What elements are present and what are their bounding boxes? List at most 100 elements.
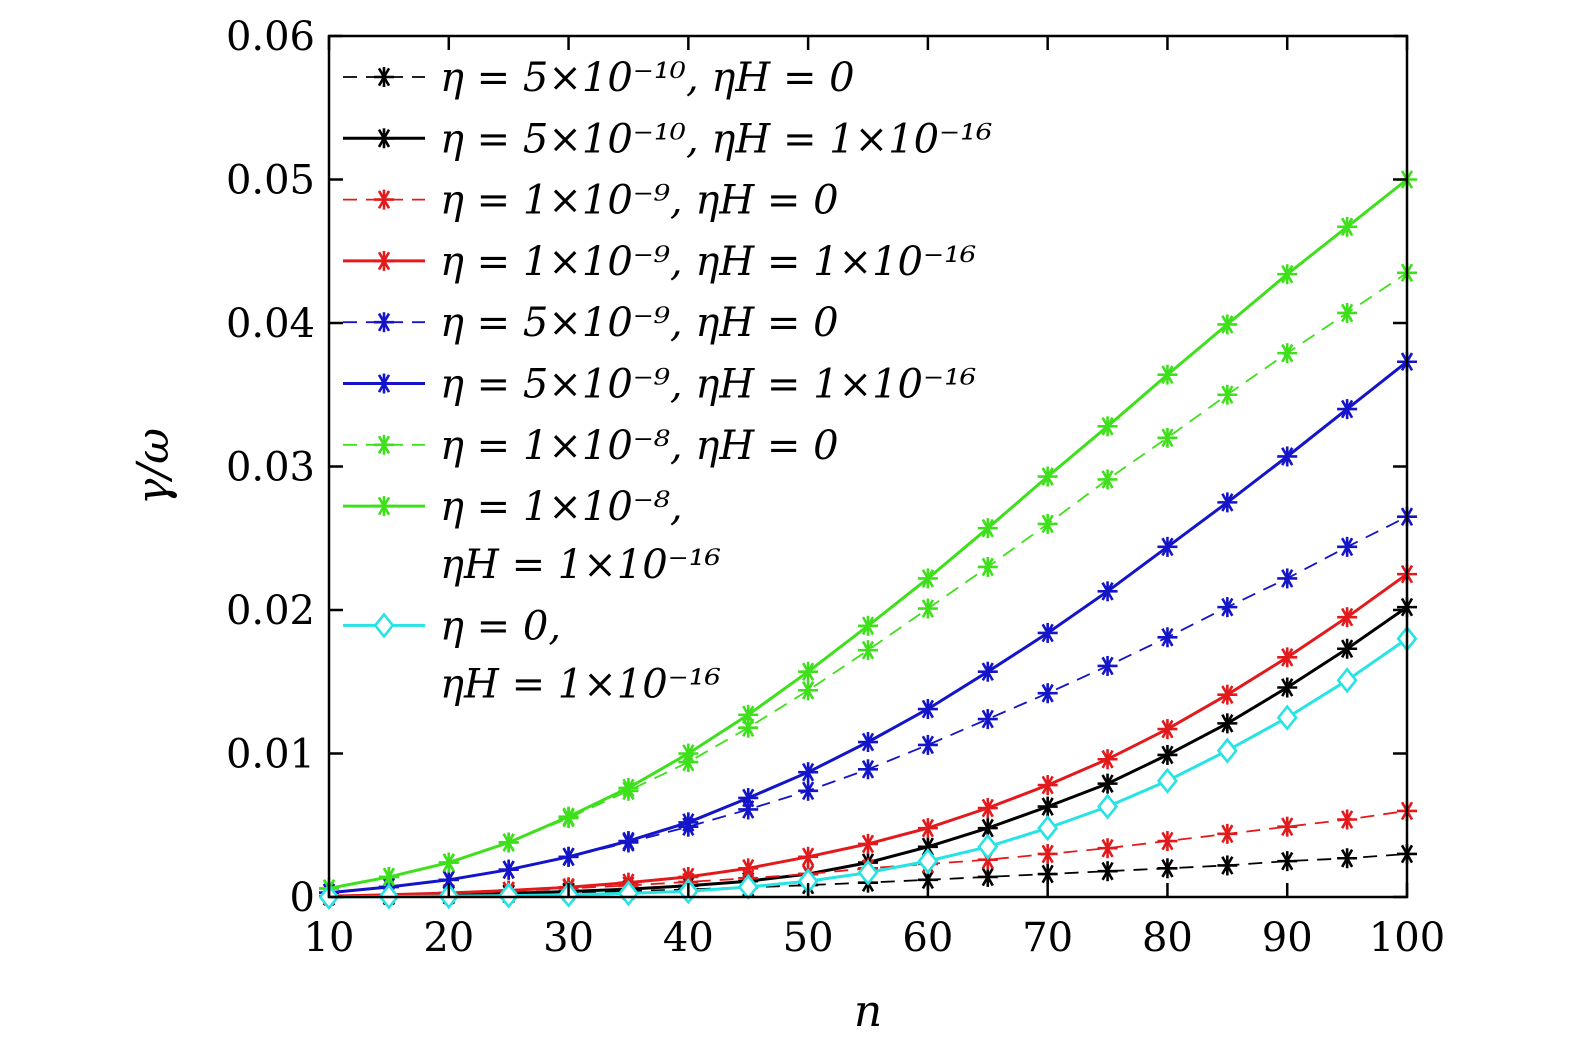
data-point bbox=[1157, 744, 1178, 765]
data-point bbox=[498, 882, 520, 909]
legend-label: η = 5×10⁻⁹, ηH = 1×10⁻¹⁶ bbox=[440, 362, 976, 408]
data-point bbox=[1097, 655, 1118, 676]
data-point bbox=[798, 680, 819, 701]
data-point bbox=[1037, 622, 1058, 643]
data-point bbox=[1037, 796, 1058, 817]
y-axis-label: γ/ω bbox=[128, 428, 179, 505]
y-tick-label: 0.06 bbox=[226, 14, 315, 60]
data-point bbox=[977, 709, 998, 730]
legend-label: η = 1×10⁻⁹, ηH = 1×10⁻¹⁶ bbox=[440, 239, 976, 285]
data-point bbox=[1157, 719, 1178, 740]
data-point bbox=[678, 812, 699, 833]
legend-marker bbox=[374, 67, 394, 87]
data-point bbox=[858, 640, 878, 661]
data-point bbox=[858, 833, 878, 854]
data-point bbox=[1157, 858, 1178, 879]
data-point bbox=[1097, 469, 1118, 490]
data-point bbox=[1337, 638, 1358, 659]
data-point bbox=[498, 832, 519, 853]
data-point bbox=[738, 787, 759, 808]
data-point bbox=[798, 780, 819, 801]
x-tick-label: 10 bbox=[304, 915, 355, 961]
x-tick-label: 70 bbox=[1022, 915, 1073, 961]
data-point bbox=[977, 866, 998, 887]
legend-marker bbox=[373, 612, 395, 639]
data-point bbox=[1277, 568, 1298, 589]
data-point bbox=[1037, 864, 1058, 885]
data-point bbox=[1337, 536, 1358, 557]
data-point bbox=[738, 704, 759, 725]
data-point bbox=[1157, 627, 1178, 648]
data-point bbox=[1277, 264, 1298, 285]
x-tick-label: 20 bbox=[423, 915, 474, 961]
data-point bbox=[1037, 815, 1059, 842]
x-tick-label: 100 bbox=[1369, 915, 1445, 961]
data-point bbox=[618, 777, 639, 798]
data-point bbox=[1276, 704, 1298, 731]
legend-item: η = 5×10⁻⁹, ηH = 1×10⁻¹⁶ bbox=[343, 362, 976, 408]
data-point bbox=[1277, 677, 1298, 698]
y-tick-label: 0.03 bbox=[226, 445, 315, 491]
data-point bbox=[858, 732, 878, 753]
data-point bbox=[738, 858, 759, 879]
data-point bbox=[1097, 773, 1118, 794]
data-point bbox=[1097, 416, 1118, 437]
data-point bbox=[1337, 399, 1358, 420]
series-8 bbox=[319, 169, 1417, 899]
data-point bbox=[1157, 364, 1178, 385]
legend-item: η = 5×10⁻¹⁰, ηH = 1×10⁻¹⁶ bbox=[343, 116, 992, 162]
data-point bbox=[1217, 855, 1238, 876]
data-point bbox=[1277, 647, 1298, 668]
data-point bbox=[1097, 581, 1118, 602]
x-tick-label: 80 bbox=[1142, 915, 1193, 961]
data-point bbox=[1037, 843, 1058, 864]
data-point bbox=[1217, 684, 1238, 705]
legend-label: η = 5×10⁻¹⁰, ηH = 0 bbox=[440, 55, 855, 101]
data-point bbox=[1037, 513, 1058, 534]
data-point bbox=[1097, 838, 1118, 859]
x-tick-label: 30 bbox=[543, 915, 594, 961]
data-point bbox=[917, 848, 939, 875]
x-tick-label: 90 bbox=[1262, 915, 1313, 961]
legend-marker bbox=[374, 189, 394, 210]
data-point bbox=[917, 818, 938, 839]
data-point bbox=[977, 556, 998, 577]
y-tick-label: 0 bbox=[290, 875, 315, 921]
y-tick-label: 0.05 bbox=[226, 158, 315, 204]
legend-marker bbox=[374, 434, 394, 455]
legend: η = 5×10⁻¹⁰, ηH = 0 η = 5×10⁻¹⁰, ηH = 1×1… bbox=[343, 55, 992, 707]
legend-item: η = 1×10⁻⁸, ηH = 1×10⁻¹⁶ bbox=[343, 484, 721, 588]
data-point bbox=[977, 661, 998, 682]
legend-label: η = 0, bbox=[440, 603, 561, 649]
data-point bbox=[1156, 767, 1178, 794]
data-point bbox=[1277, 851, 1298, 872]
data-point bbox=[1097, 793, 1119, 820]
data-point bbox=[858, 615, 878, 636]
data-point bbox=[678, 743, 699, 764]
data-point bbox=[618, 831, 639, 852]
data-point bbox=[438, 869, 459, 890]
legend-marker bbox=[374, 496, 394, 517]
data-point bbox=[558, 846, 579, 867]
data-point bbox=[1217, 492, 1238, 513]
legend-item: η = 1×10⁻⁹, ηH = 1×10⁻¹⁶ bbox=[343, 239, 976, 285]
data-point bbox=[1277, 446, 1298, 467]
legend-label: η = 1×10⁻⁸, bbox=[440, 484, 683, 530]
data-point bbox=[798, 762, 819, 783]
legend-item: η = 1×10⁻⁹, ηH = 0 bbox=[343, 178, 839, 224]
y-tick-label: 0.01 bbox=[226, 732, 315, 778]
x-tick-label: 60 bbox=[902, 915, 953, 961]
data-point bbox=[977, 798, 998, 819]
data-point bbox=[1217, 823, 1238, 844]
axis-ticks: 10 20 30 40 50 60 70 80 90 100 0 0.01 0.02 0.03 0.04 0.… bbox=[226, 14, 1445, 961]
data-point bbox=[1157, 831, 1178, 852]
data-point bbox=[977, 518, 998, 539]
data-point bbox=[917, 598, 938, 619]
data-point bbox=[917, 699, 938, 720]
legend-marker bbox=[374, 128, 394, 149]
legend-item: η = 0, ηH = 1×10⁻¹⁶ bbox=[343, 603, 721, 707]
legend-marker bbox=[374, 312, 394, 333]
data-point bbox=[1216, 737, 1238, 764]
x-tick-label: 40 bbox=[663, 915, 714, 961]
